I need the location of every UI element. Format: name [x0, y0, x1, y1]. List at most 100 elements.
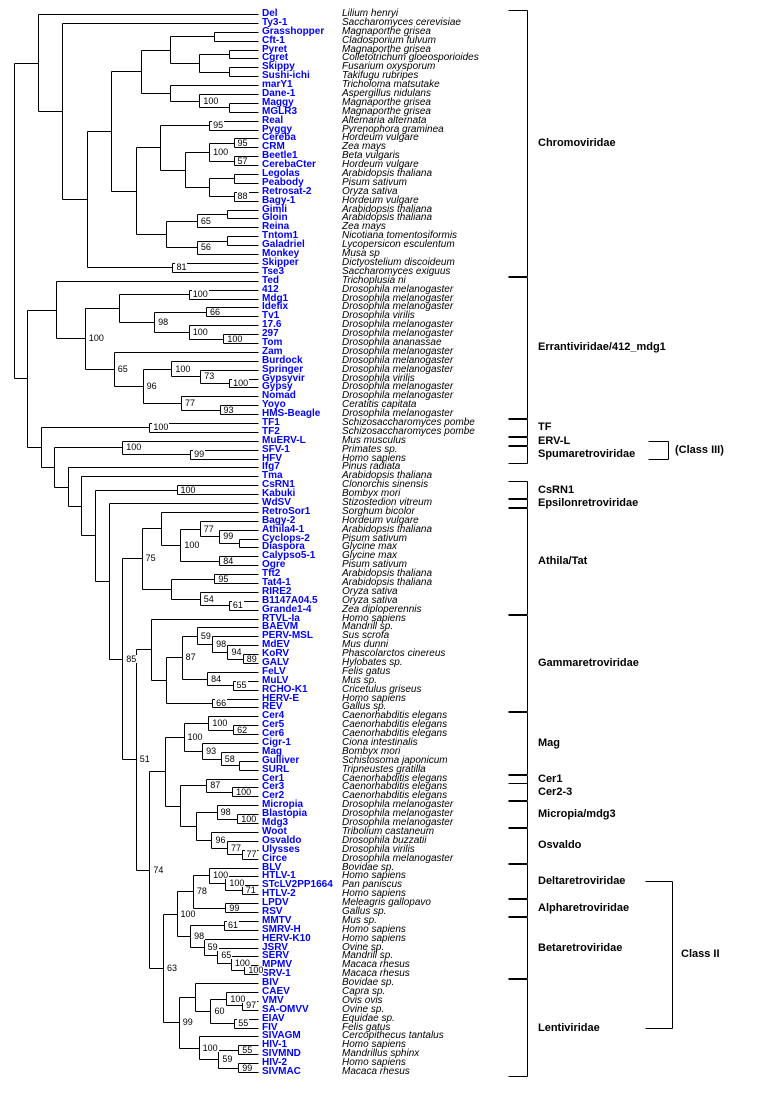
species-label: Pisum sativum	[342, 559, 408, 571]
bootstrap-value: 100	[179, 484, 197, 495]
species-label: Hylobates sp.	[342, 657, 403, 669]
taxon-label: CerebaCter	[262, 159, 316, 171]
taxon-label: RetroSor1	[262, 505, 311, 517]
taxon-label: Galadriel	[262, 239, 305, 251]
bootstrap-value: 77	[184, 397, 197, 408]
bootstrap-value: 100	[233, 958, 251, 969]
taxon-label: Pyret	[262, 43, 288, 55]
species-label: Primates sp.	[342, 443, 398, 455]
bootstrap-value: 61	[227, 920, 240, 931]
species-label: Magnaporthe grisea	[342, 96, 431, 108]
taxon-label: Tv1	[262, 310, 280, 322]
species-label: Drosophila melanogaster	[342, 283, 454, 295]
taxon-label: Tom	[262, 336, 283, 348]
taxon-label: Peabody	[262, 176, 304, 188]
bootstrap-value: 77	[229, 842, 242, 853]
taxon-label: SRV-1	[262, 968, 291, 980]
taxon-label: Cer6	[262, 728, 285, 740]
taxon-label: MuLV	[262, 674, 289, 686]
species-label: Homo sapiens	[342, 932, 406, 944]
clade-label: Cer1	[538, 772, 563, 785]
species-label: Pyrenophora graminea	[342, 123, 444, 135]
bootstrap-value: 98	[193, 931, 206, 942]
species-label: Nicotiana tomentosiformis	[342, 230, 458, 242]
bootstrap-value: 100	[191, 289, 209, 300]
taxon-label: Dane-1	[262, 88, 296, 100]
taxon-label: HMS-Beagle	[262, 408, 321, 420]
bootstrap-value: 95	[212, 120, 225, 131]
clade-label: Gammaretroviridae	[538, 657, 639, 670]
bootstrap-value: 59	[206, 941, 219, 952]
bootstrap-value: 99	[222, 531, 235, 542]
species-label: Magnaporthe grisea	[342, 25, 431, 37]
species-label: Drosophila ananassae	[342, 336, 442, 348]
species-label: Zea mays	[342, 221, 386, 233]
species-label: Saccharomyces exiguus	[342, 265, 451, 277]
bootstrap-value: 100	[211, 718, 229, 729]
taxon-label: SERV	[262, 950, 290, 962]
taxon-label: Cft-1	[262, 34, 285, 46]
bootstrap-value: 65	[220, 950, 233, 961]
bootstrap-value: 96	[145, 380, 158, 391]
species-label: Homo sapiens	[342, 1057, 406, 1069]
species-label: Cercopithecus tantalus	[342, 1030, 444, 1042]
taxon-label: TF1	[262, 416, 280, 428]
species-label: Ceratitis capitata	[342, 399, 417, 411]
taxon-label: Real	[262, 114, 284, 126]
species-label: Arabidopsis thaliana	[342, 212, 433, 224]
clade-label: Lentiviridae	[538, 1021, 600, 1034]
species-label: Homo sapiens	[342, 612, 406, 624]
taxon-label: MGLR3	[262, 105, 297, 117]
species-label: Hordeum vulgare	[342, 514, 419, 526]
taxon-label: Tat4-1	[262, 577, 291, 588]
species-label: Mus dunni	[342, 639, 389, 651]
taxon-label: Idefix	[262, 301, 289, 313]
clade-label: Betaretroviridae	[538, 941, 623, 954]
species-label: Macaca rhesus	[342, 959, 410, 971]
species-label: Saccharomyces cerevisiae	[342, 16, 461, 28]
taxon-label: MMTV	[262, 914, 292, 926]
bootstrap-value: 95	[236, 137, 249, 148]
taxon-label: Osvaldo	[262, 834, 302, 846]
clade-label: Chromoviridae	[538, 136, 616, 149]
taxon-label: STcLV2PP1664	[262, 879, 333, 891]
bootstrap-value: 60	[213, 1005, 226, 1016]
taxon-label: Cer5	[262, 719, 285, 731]
taxon-label: HIV-1	[262, 1039, 288, 1051]
species-label: Musa sp	[342, 248, 380, 260]
taxon-label: Diaspora	[262, 541, 305, 553]
taxon-label: SIVMND	[262, 1048, 301, 1060]
taxon-label: KoRV	[262, 648, 290, 660]
taxon-label: SURL	[262, 763, 290, 775]
taxon-label: Ifg7	[262, 461, 280, 473]
taxon-label: RTVL-Ia	[262, 612, 300, 624]
bootstrap-value: 100	[201, 1042, 219, 1053]
clade-label: Deltaretroviridae	[538, 874, 626, 887]
species-label: Zea mays	[342, 141, 386, 153]
species-label: Ovine sp.	[342, 941, 385, 953]
species-label: Tribolium castaneum	[342, 825, 435, 837]
species-label: Drosophila melanogaster	[342, 363, 454, 375]
taxon-label: Del	[262, 8, 278, 19]
taxon-label: SIVAGM	[262, 1030, 301, 1042]
taxon-label: MPMV	[262, 959, 292, 971]
species-label: Ovis ovis	[342, 994, 383, 1006]
species-label: Macaca rhesus	[342, 1066, 410, 1077]
taxon-label: Legolas	[262, 168, 300, 180]
bootstrap-value: 99	[181, 1017, 194, 1028]
species-label: Drosophila melanogaster	[342, 817, 454, 829]
taxon-label: Gulliver	[262, 754, 300, 766]
species-label: Homo sapiens	[342, 692, 406, 704]
species-label: Pisum sativum	[342, 176, 408, 188]
taxon-label: PERV-MSL	[262, 630, 313, 642]
species-label: Drosophila melanogaster	[342, 354, 454, 366]
taxon-label: Cer4	[262, 710, 285, 722]
taxon-label: Blastopia	[262, 808, 308, 820]
species-label: Bombyx mori	[342, 488, 401, 500]
bootstrap-value: 98	[215, 639, 228, 650]
species-label: Pan paniscus	[342, 879, 403, 891]
bootstrap-value: 73	[203, 371, 216, 382]
taxon-label: Gloin	[262, 212, 288, 224]
species-label: Hordeum vulgare	[342, 159, 419, 171]
